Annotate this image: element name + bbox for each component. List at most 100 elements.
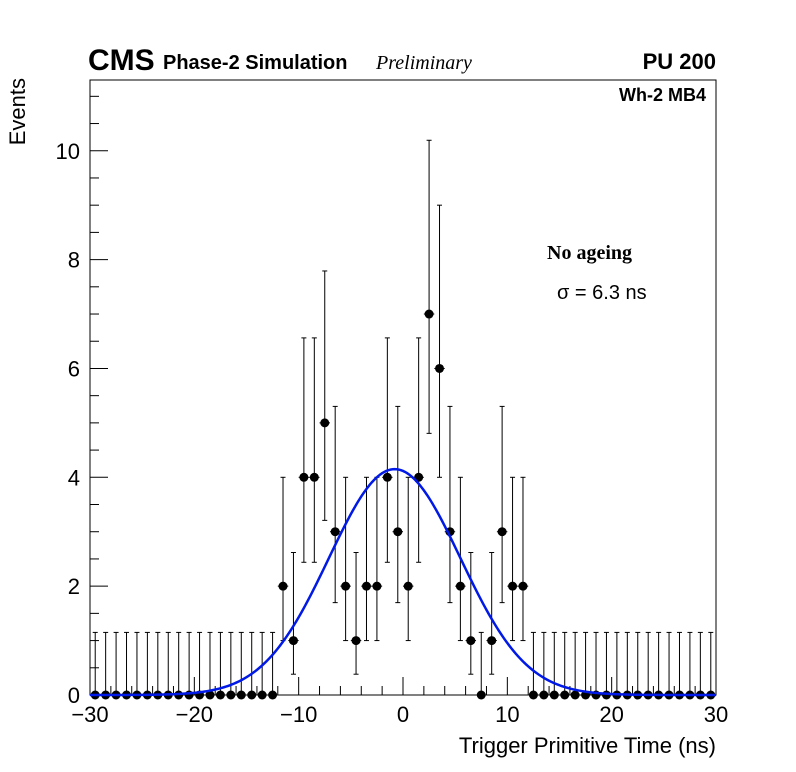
error-bar: [100, 631, 111, 696]
error-bar: [173, 631, 184, 696]
y-tick-label: 10: [56, 139, 80, 164]
data-point: [508, 581, 518, 591]
error-bar: [152, 631, 164, 696]
error-bar: [350, 552, 362, 675]
error-bar: [517, 476, 529, 642]
error-bar: [215, 631, 226, 696]
error-bar: [444, 405, 456, 604]
error-bar: [590, 631, 602, 696]
data-point: [518, 581, 528, 591]
data-point: [466, 636, 476, 646]
data-point: [215, 690, 225, 700]
error-bar: [382, 337, 393, 563]
error-bar: [329, 405, 341, 604]
error-bar: [611, 631, 623, 696]
error-bar: [601, 631, 612, 696]
error-bar: [288, 552, 299, 675]
data-point: [247, 690, 257, 700]
error-bar: [423, 139, 435, 434]
cms-label: CMS: [88, 44, 155, 77]
error-bar: [392, 405, 403, 604]
error-bar: [496, 405, 508, 604]
data-point: [257, 690, 267, 700]
error-bar: [507, 476, 518, 642]
error-bar: [110, 631, 122, 696]
data-point: [382, 472, 392, 482]
axes: −30 −20 −10 0 10 20 30 0 2 4 6 8 10: [56, 95, 728, 727]
data-markers: [90, 309, 716, 700]
plot-frame: [89, 79, 717, 696]
y-tick-label: 2: [68, 574, 80, 599]
preliminary-label: Preliminary: [375, 52, 472, 74]
error-bar: [684, 631, 696, 696]
error-bar: [183, 631, 195, 696]
error-bar: [434, 204, 445, 478]
x-tick-label: −20: [176, 702, 213, 727]
error-bar: [142, 631, 153, 696]
resolution-label: σ = 6.3 ns: [557, 282, 647, 304]
error-bar: [361, 476, 372, 642]
error-bars: [90, 139, 716, 696]
y-tick-label: 6: [68, 356, 80, 381]
x-tick-label: 30: [704, 702, 728, 727]
error-bar: [705, 631, 716, 696]
error-bar: [204, 631, 216, 696]
data-point: [570, 690, 580, 700]
error-bar: [121, 631, 132, 696]
data-point: [361, 581, 371, 591]
error-bar: [413, 337, 424, 563]
data-point: [309, 472, 319, 482]
data-point: [435, 363, 445, 373]
x-tick-label: 10: [495, 702, 519, 727]
error-bar: [642, 631, 654, 696]
error-bar: [632, 631, 643, 696]
error-bar: [622, 631, 633, 696]
error-bar: [131, 631, 143, 696]
y-tick-label: 8: [68, 248, 80, 273]
error-bar: [90, 631, 101, 696]
x-axis-label: Trigger Primitive Time (ns): [459, 733, 716, 758]
x-tick-label: −10: [280, 702, 317, 727]
error-bar: [653, 631, 664, 696]
error-bar: [267, 631, 278, 696]
x-tick-label: −30: [71, 702, 108, 727]
data-point: [330, 527, 340, 537]
data-point: [403, 581, 413, 591]
data-point: [560, 690, 570, 700]
data-point: [236, 690, 246, 700]
data-point: [372, 581, 382, 591]
gaussian-fit-line: [89, 467, 716, 697]
error-bar: [246, 631, 257, 696]
condition-label: No ageing: [547, 242, 632, 264]
y-tick-label: 4: [68, 465, 80, 490]
subtitle-label: Phase-2 Simulation: [163, 52, 348, 74]
error-bar: [528, 631, 539, 696]
error-bar: [695, 631, 706, 696]
y-axis-label: Events: [5, 78, 30, 145]
data-point: [288, 636, 298, 646]
data-point: [393, 527, 403, 537]
error-bar: [298, 337, 310, 563]
data-point: [476, 690, 486, 700]
pileup-label: PU 200: [643, 49, 716, 74]
data-point: [539, 690, 549, 700]
error-bar: [569, 631, 581, 696]
error-bar: [309, 337, 320, 563]
data-point: [549, 690, 559, 700]
error-bar: [340, 476, 351, 642]
error-bar: [580, 631, 591, 696]
x-tick-label: 0: [397, 702, 409, 727]
data-point: [528, 690, 538, 700]
error-bar: [194, 631, 205, 696]
chamber-label: Wh-2 MB4: [619, 85, 706, 105]
error-bar: [236, 631, 247, 696]
data-point: [278, 581, 288, 591]
data-point: [497, 527, 507, 537]
error-bar: [403, 476, 414, 642]
x-tick-label: 20: [599, 702, 623, 727]
data-point: [351, 636, 361, 646]
error-bar: [538, 631, 550, 696]
error-bar: [476, 631, 487, 696]
data-point: [424, 309, 434, 319]
